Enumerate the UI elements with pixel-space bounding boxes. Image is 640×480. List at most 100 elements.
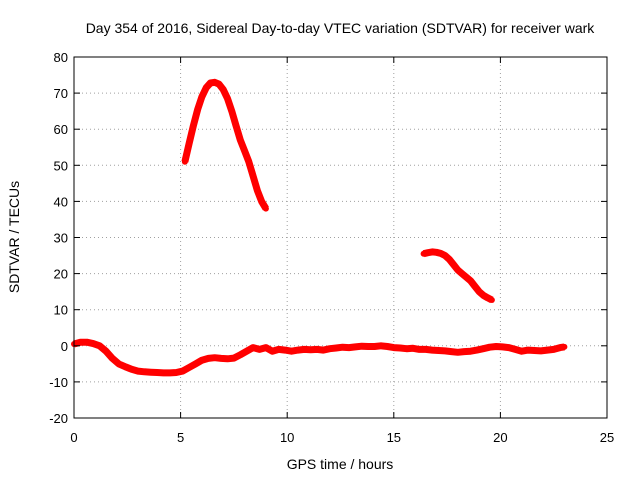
- data-point: [77, 339, 84, 346]
- data-point: [486, 344, 493, 351]
- data-point: [531, 347, 538, 354]
- data-point: [179, 368, 186, 375]
- data-point: [154, 369, 161, 376]
- data-point: [83, 339, 90, 346]
- data-point: [224, 355, 231, 362]
- data-point: [450, 261, 457, 268]
- data-point: [454, 267, 461, 273]
- data-point: [166, 369, 173, 376]
- data-point: [122, 363, 129, 370]
- data-point: [241, 147, 248, 154]
- y-tick-label: 50: [54, 158, 68, 173]
- x-tick-label: 15: [387, 430, 401, 445]
- data-point: [448, 348, 455, 355]
- data-point: [237, 351, 244, 358]
- data-point: [198, 93, 205, 100]
- data-point: [181, 158, 188, 165]
- y-tick-label: 30: [54, 231, 68, 246]
- y-tick-label: 0: [61, 339, 68, 354]
- data-point: [96, 342, 103, 349]
- data-point: [473, 347, 480, 354]
- data-point: [561, 343, 568, 350]
- data-point: [442, 252, 448, 259]
- data-point: [537, 347, 544, 354]
- data-point: [403, 345, 410, 352]
- data-point: [365, 343, 372, 350]
- data-point: [230, 355, 237, 362]
- data-point: [371, 343, 378, 350]
- series-layer: [71, 78, 568, 377]
- data-point: [186, 364, 193, 371]
- data-point: [282, 347, 289, 354]
- data-point: [224, 95, 231, 102]
- data-point: [307, 346, 314, 353]
- data-point: [128, 366, 135, 373]
- data-point: [186, 140, 193, 147]
- data-point: [262, 344, 269, 351]
- data-point: [488, 297, 495, 303]
- data-point: [505, 344, 512, 351]
- data-point: [446, 256, 453, 263]
- y-tick-label: 20: [54, 267, 68, 282]
- data-point: [410, 345, 416, 352]
- data-point: [476, 288, 483, 295]
- data-point: [269, 348, 276, 355]
- data-point: [352, 343, 359, 350]
- data-point: [435, 347, 442, 354]
- data-point: [525, 347, 532, 354]
- y-tick-label: 60: [54, 122, 68, 137]
- x-tick-label: 5: [177, 430, 184, 445]
- data-point: [250, 173, 257, 180]
- data-point: [454, 349, 461, 356]
- data-point: [480, 345, 487, 352]
- data-point: [550, 346, 557, 353]
- data-point: [254, 187, 261, 194]
- data-point: [103, 348, 109, 355]
- data-point: [442, 347, 448, 354]
- series-trace-arc-morning: [181, 78, 269, 211]
- data-point: [205, 355, 212, 362]
- y-tick-label: 70: [54, 86, 68, 101]
- y-tick-label: -10: [49, 375, 68, 390]
- x-tick-label: 10: [280, 430, 294, 445]
- x-tick-label: 0: [70, 430, 77, 445]
- data-point: [203, 84, 210, 91]
- data-point: [471, 283, 478, 290]
- data-point: [147, 369, 154, 376]
- data-point: [294, 347, 301, 354]
- data-point: [459, 270, 465, 277]
- data-point: [333, 345, 340, 351]
- x-axis-label: GPS time / hours: [287, 456, 394, 472]
- data-point: [518, 348, 525, 355]
- axis-ticks: 0 5 10 15 20 25 -20 -10 0 10 20 30 40 50 60 70 80: [49, 50, 614, 445]
- data-point: [220, 86, 227, 93]
- data-point: [339, 344, 346, 351]
- data-point: [288, 348, 295, 355]
- data-point: [141, 368, 148, 375]
- y-tick-label: 10: [54, 303, 68, 318]
- data-point: [378, 342, 384, 349]
- plot-frame: [73, 56, 608, 419]
- data-point: [245, 158, 252, 165]
- y-tick-label: 80: [54, 50, 68, 65]
- data-point: [275, 346, 282, 353]
- data-point: [216, 81, 222, 88]
- data-point: [256, 346, 263, 353]
- data-point: [211, 354, 218, 361]
- data-point: [397, 345, 404, 351]
- data-point: [314, 346, 320, 353]
- data-point: [233, 122, 239, 129]
- data-point: [467, 348, 474, 355]
- data-point: [258, 198, 265, 205]
- data-point: [228, 108, 235, 115]
- data-point: [429, 347, 436, 354]
- data-point: [194, 106, 201, 113]
- data-point: [384, 343, 391, 350]
- data-point: [416, 346, 423, 353]
- data-point: [109, 355, 116, 362]
- x-tick-label: 20: [493, 430, 507, 445]
- data-point: [320, 347, 327, 354]
- data-point: [512, 346, 519, 353]
- data-point: [135, 368, 141, 375]
